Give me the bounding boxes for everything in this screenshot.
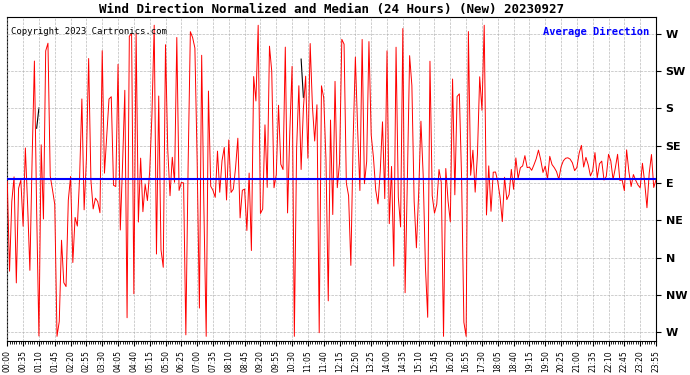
Text: Average Direction: Average Direction	[543, 27, 649, 37]
Text: Copyright 2023 Cartronics.com: Copyright 2023 Cartronics.com	[10, 27, 166, 36]
Title: Wind Direction Normalized and Median (24 Hours) (New) 20230927: Wind Direction Normalized and Median (24…	[99, 3, 564, 16]
